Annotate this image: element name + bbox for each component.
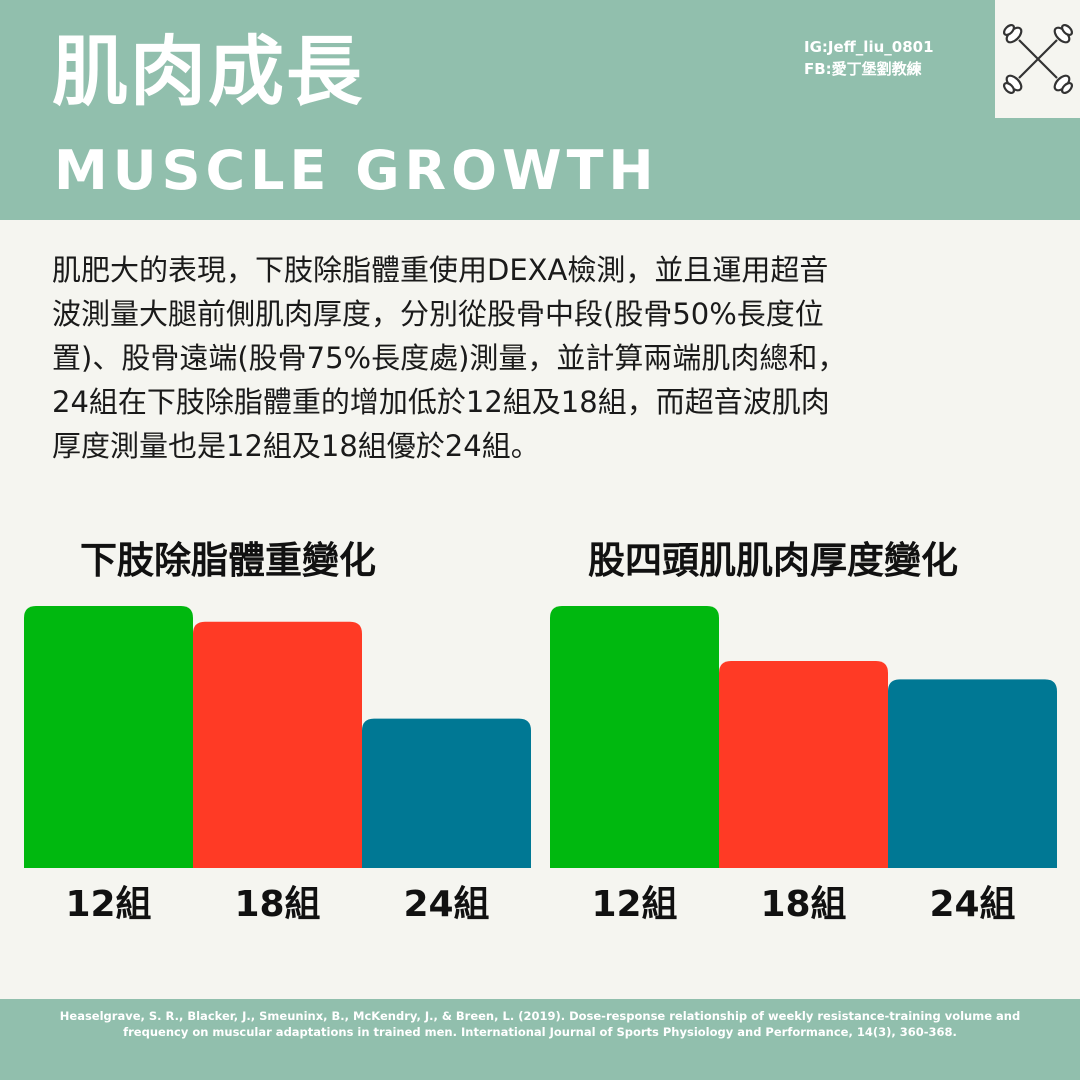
facebook-handle: FB:愛丁堡劉教練 — [804, 60, 922, 78]
description-paragraph: 肌肥大的表現，下肢除脂體重使用DEXA檢測，並且運用超音 波測量大腿前側肌肉厚度… — [52, 248, 1012, 468]
category-label: 18組 — [760, 884, 846, 925]
footer-banner: Heaselgrave, S. R., Blacker, J., Smeunin… — [0, 999, 1080, 1080]
bar-1-12組 — [24, 606, 193, 868]
description-line: 24組在下肢除脂體重的增加低於12組及18組，而超音波肌肉 — [52, 385, 830, 419]
page-title-chinese: 肌肉成長 — [52, 27, 364, 116]
bar-1-24組 — [362, 718, 531, 868]
bar-2-12組 — [550, 606, 719, 868]
charts-area: 12組 18組 24組 12組 18組 24組 — [24, 606, 1057, 925]
bar-1-18組 — [193, 621, 362, 868]
chart-title-lean-mass: 下肢除脂體重變化 — [80, 539, 376, 582]
social-handles: IG:Jeff_liu_0801 FB:愛丁堡劉教練 — [804, 36, 934, 80]
header-banner: 肌肉成長 MUSCLE GROWTH IG:Jeff_liu_0801 FB:愛… — [0, 0, 1080, 220]
instagram-handle: IG:Jeff_liu_0801 — [804, 38, 934, 56]
category-label: 18組 — [234, 884, 320, 925]
category-label: 12組 — [591, 884, 677, 925]
chart-title-quad-thickness: 股四頭肌肌肉厚度變化 — [588, 539, 958, 582]
citation-line: Heaselgrave, S. R., Blacker, J., Smeunin… — [59, 1009, 1021, 1023]
description-line: 置)、股骨遠端(股骨75%長度處)測量，並計算兩端肌肉總和， — [52, 341, 847, 375]
crossed-dumbbells-icon — [1002, 23, 1074, 95]
bar-2-18組 — [719, 661, 888, 868]
bar-2-24組 — [888, 679, 1057, 868]
description-line: 肌肥大的表現，下肢除脂體重使用DEXA檢測，並且運用超音 — [52, 253, 829, 287]
description-line: 波測量大腿前側肌肉厚度，分別從股骨中段(股骨50%長度位 — [52, 297, 824, 331]
logo-box — [995, 0, 1080, 118]
citation-line: frequency on muscular adaptations in tra… — [123, 1025, 957, 1039]
category-label: 12組 — [65, 884, 151, 925]
citation: Heaselgrave, S. R., Blacker, J., Smeunin… — [30, 1008, 1050, 1040]
category-label: 24組 — [403, 884, 489, 925]
page-title-english: MUSCLE GROWTH — [54, 139, 659, 202]
category-label: 24組 — [929, 884, 1015, 925]
description-line: 厚度測量也是12組及18組優於24組。 — [52, 429, 540, 463]
